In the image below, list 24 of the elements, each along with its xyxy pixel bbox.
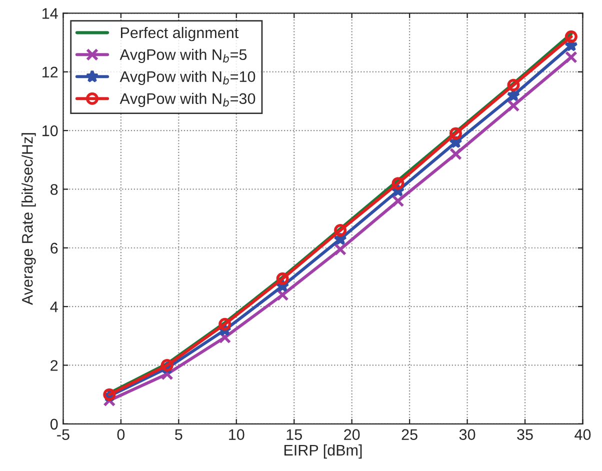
x-axis-title: EIRP [dBm] xyxy=(284,444,362,459)
legend-label: AvgPow with N$_{b}$=30 xyxy=(120,92,256,108)
y-axis-title: Average Rate [bit/sec/Hz] xyxy=(22,133,36,305)
legend-label: AvgPow with N$_{b}$=10 xyxy=(120,70,256,86)
y-tick-label: 4 xyxy=(50,302,58,312)
x-tick-label: 30 xyxy=(459,429,476,440)
y-tick-label: 8 xyxy=(50,184,58,195)
legend-label: AvgPow with N$_{b}$=5 xyxy=(120,48,247,64)
y-tick-label: 12 xyxy=(42,66,58,78)
x-tick-label: 5 xyxy=(175,429,182,440)
x-tick-label: 20 xyxy=(344,429,360,440)
x-tick-label: -5 xyxy=(57,429,70,440)
y-tick-label: 2 xyxy=(50,360,58,371)
legend-label: Perfect alignment xyxy=(120,26,239,42)
x-tick-label: 15 xyxy=(286,429,302,440)
y-tick-label: 14 xyxy=(42,8,58,19)
x-tick-label: 25 xyxy=(402,429,418,440)
x-tick-label: 40 xyxy=(574,429,591,440)
x-tick-label: 35 xyxy=(517,429,533,440)
x-tick-label: 0 xyxy=(117,429,125,440)
y-tick-label: 0 xyxy=(50,418,58,430)
x-tick-label: 10 xyxy=(229,429,244,440)
y-tick-label: 10 xyxy=(42,125,58,136)
y-tick-label: 6 xyxy=(50,242,58,254)
